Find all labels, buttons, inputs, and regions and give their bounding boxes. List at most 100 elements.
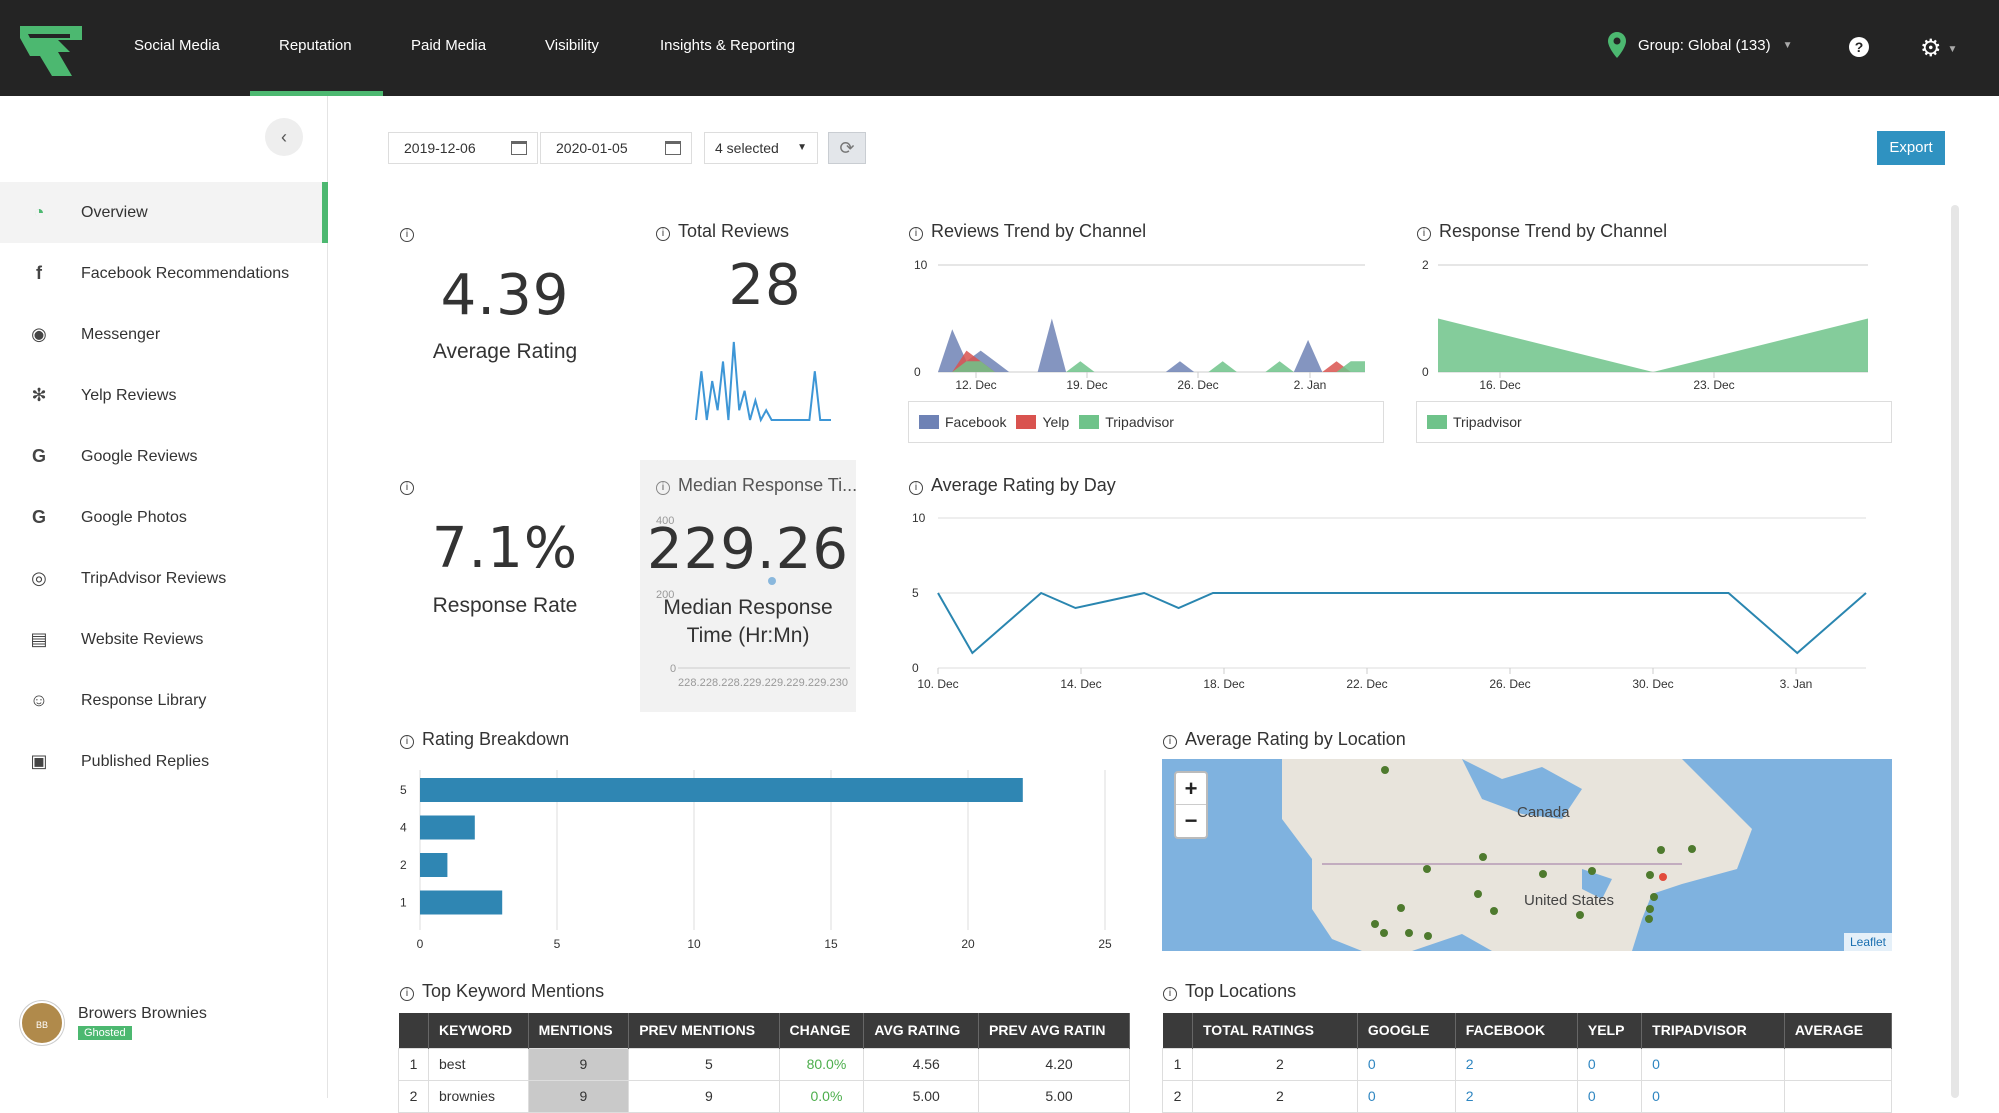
sidebar-item-website-reviews[interactable]: ▤ Website Reviews (0, 609, 328, 670)
sidebar-item-label: Google Photos (81, 508, 187, 526)
sidebar-item-google-reviews[interactable]: G Google Reviews (0, 426, 328, 487)
average-rating-info[interactable]: i (400, 222, 422, 243)
caret-down-icon: ▼ (797, 142, 807, 153)
info-icon[interactable]: i (909, 227, 923, 241)
help-icon[interactable]: ? (1849, 37, 1869, 57)
nav-visibility[interactable]: Visibility (545, 37, 599, 54)
chat-icon: ☺ (29, 690, 49, 710)
response-rate-info[interactable]: i (400, 475, 422, 496)
locations-column-header[interactable]: GOOGLE (1357, 1013, 1456, 1048)
account-name: Browers Brownies (78, 1005, 207, 1022)
median-response-label: Median Response Time (Hr:Mn) (663, 596, 833, 647)
keywords-column-header[interactable]: PREV MENTIONS (628, 1013, 780, 1048)
table-cell: 1 (398, 1047, 429, 1081)
sidebar-item-tripadvisor-reviews[interactable]: ◎ TripAdvisor Reviews (0, 548, 328, 609)
end-date-input[interactable]: 2020-01-05 (540, 132, 692, 164)
info-icon[interactable]: i (1163, 735, 1177, 749)
sidebar-item-overview[interactable]: ◔ Overview (0, 182, 328, 243)
nav-insights-reporting[interactable]: Insights & Reporting (660, 37, 796, 54)
info-icon[interactable]: i (656, 481, 670, 495)
locations-column-header[interactable]: FACEBOOK (1455, 1013, 1578, 1048)
export-button[interactable]: Export (1877, 131, 1945, 165)
keywords-column-header[interactable]: AVG RATING (863, 1013, 980, 1048)
top-nav-bar: Social Media Reputation Paid Media Visib… (0, 0, 1999, 96)
map-zoom-control: + − (1174, 771, 1208, 839)
page-scrollbar[interactable] (1951, 205, 1959, 1098)
info-icon[interactable]: i (400, 735, 414, 749)
locations-column-header[interactable]: TOTAL RATINGS (1192, 1013, 1358, 1048)
map-attribution-link[interactable]: Leaflet (1843, 933, 1892, 951)
table-cell: 0 (1641, 1047, 1785, 1081)
sidebar-item-facebook-recommendations[interactable]: f Facebook Recommendations (0, 243, 328, 304)
y-category-label: 4 (400, 821, 407, 835)
table-cell: 2 (1162, 1079, 1193, 1113)
channel-select[interactable]: 4 selected ▼ (704, 132, 818, 164)
info-icon[interactable]: i (1417, 227, 1431, 241)
response-trend-title: i Response Trend by Channel (1417, 221, 1667, 242)
nav-social-media[interactable]: Social Media (134, 37, 220, 54)
sidebar: ‹ ◔ Overview f Facebook Recommendations ◉ Mes… (0, 96, 328, 1098)
locations-column-header[interactable]: AVERAGE (1784, 1013, 1893, 1048)
legend-yelp[interactable]: Yelp (1016, 414, 1069, 430)
zoom-in-button[interactable]: + (1176, 773, 1206, 805)
sidebar-item-published-replies[interactable]: ▣ Published Replies (0, 731, 328, 792)
sidebar-item-google-photos[interactable]: G Google Photos (0, 487, 328, 548)
y-tick-label: 10 (914, 258, 928, 272)
x-tick-label: 5 (554, 937, 561, 950)
y-tick-label: 2 (1422, 258, 1429, 272)
legend-tripadvisor[interactable]: Tripadvisor (1079, 414, 1174, 430)
x-tick-label: 26. Dec (1177, 378, 1218, 392)
account-info[interactable]: BB Browers Brownies Ghosted (20, 1001, 207, 1045)
settings-gear-icon[interactable]: ⚙ ▼ (1920, 35, 1958, 62)
keywords-column-header[interactable]: KEYWORD (428, 1013, 529, 1048)
total-reviews-value: 28 (728, 253, 802, 318)
keywords-column-header[interactable] (398, 1013, 429, 1048)
info-icon[interactable]: i (1163, 987, 1177, 1001)
x-tick-label: 10 (687, 937, 701, 950)
info-icon[interactable]: i (400, 987, 414, 1001)
keywords-column-header[interactable]: MENTIONS (528, 1013, 630, 1048)
x-tick-label: 0 (417, 937, 424, 950)
group-selector[interactable]: Group: Global (133) ▼ (1608, 32, 1792, 58)
rating-bar-1 (420, 890, 503, 915)
sidebar-item-response-library[interactable]: ☺ Response Library (0, 670, 328, 731)
legend-tripadvisor[interactable]: Tripadvisor (1427, 414, 1522, 430)
location-map[interactable]: Canada United States + − Leaflet (1162, 759, 1892, 951)
sidebar-item-yelp-reviews[interactable]: ✻ Yelp Reviews (0, 365, 328, 426)
locations-column-header[interactable]: TRIPADVISOR (1641, 1013, 1785, 1048)
nav-reputation[interactable]: Reputation (279, 37, 352, 54)
nav-paid-media[interactable]: Paid Media (411, 37, 487, 54)
keywords-column-header[interactable]: PREV AVG RATIN (978, 1013, 1130, 1048)
active-nav-indicator (250, 91, 383, 96)
brand-logo[interactable] (20, 26, 82, 76)
table-cell: 1 (1162, 1047, 1193, 1081)
median-y-tick: 400 (656, 515, 674, 527)
zoom-out-button[interactable]: − (1184, 808, 1198, 833)
x-tick-label: 16. Dec (1479, 378, 1520, 392)
table-cell: 0 (1356, 1047, 1456, 1081)
x-tick-label: 20 (961, 937, 975, 950)
keywords-column-header[interactable]: CHANGE (779, 1013, 865, 1048)
x-tick-label: 2. Jan (1294, 378, 1327, 392)
collapse-sidebar-button[interactable]: ‹ (265, 118, 303, 156)
info-icon[interactable]: i (656, 227, 670, 241)
y-category-label: 5 (400, 783, 407, 797)
table-cell: 2 (1192, 1079, 1358, 1113)
sidebar-item-label: Facebook Recommendations (81, 264, 290, 282)
table-cell: 0.0% (778, 1079, 865, 1113)
x-tick-label: 12. Dec (955, 378, 996, 392)
start-date-input[interactable]: 2019-12-06 (388, 132, 538, 164)
area-series-facebook (938, 318, 1365, 372)
locations-column-header[interactable] (1162, 1013, 1193, 1048)
median-y-tick: 0 (670, 663, 676, 675)
locations-column-header[interactable]: YELP (1577, 1013, 1643, 1048)
avatar: BB (20, 1001, 64, 1045)
refresh-button[interactable]: ⟳ (828, 132, 866, 164)
legend-facebook[interactable]: Facebook (919, 414, 1006, 430)
median-x-ticks: 228.228.228.229.229.229.229.230 (678, 677, 848, 689)
sidebar-item-messenger[interactable]: ◉ Messenger (0, 304, 328, 365)
sidebar-item-label: Overview (81, 203, 148, 221)
avg-rating-location-title: i Average Rating by Location (1163, 729, 1406, 750)
info-icon[interactable]: i (909, 481, 923, 495)
